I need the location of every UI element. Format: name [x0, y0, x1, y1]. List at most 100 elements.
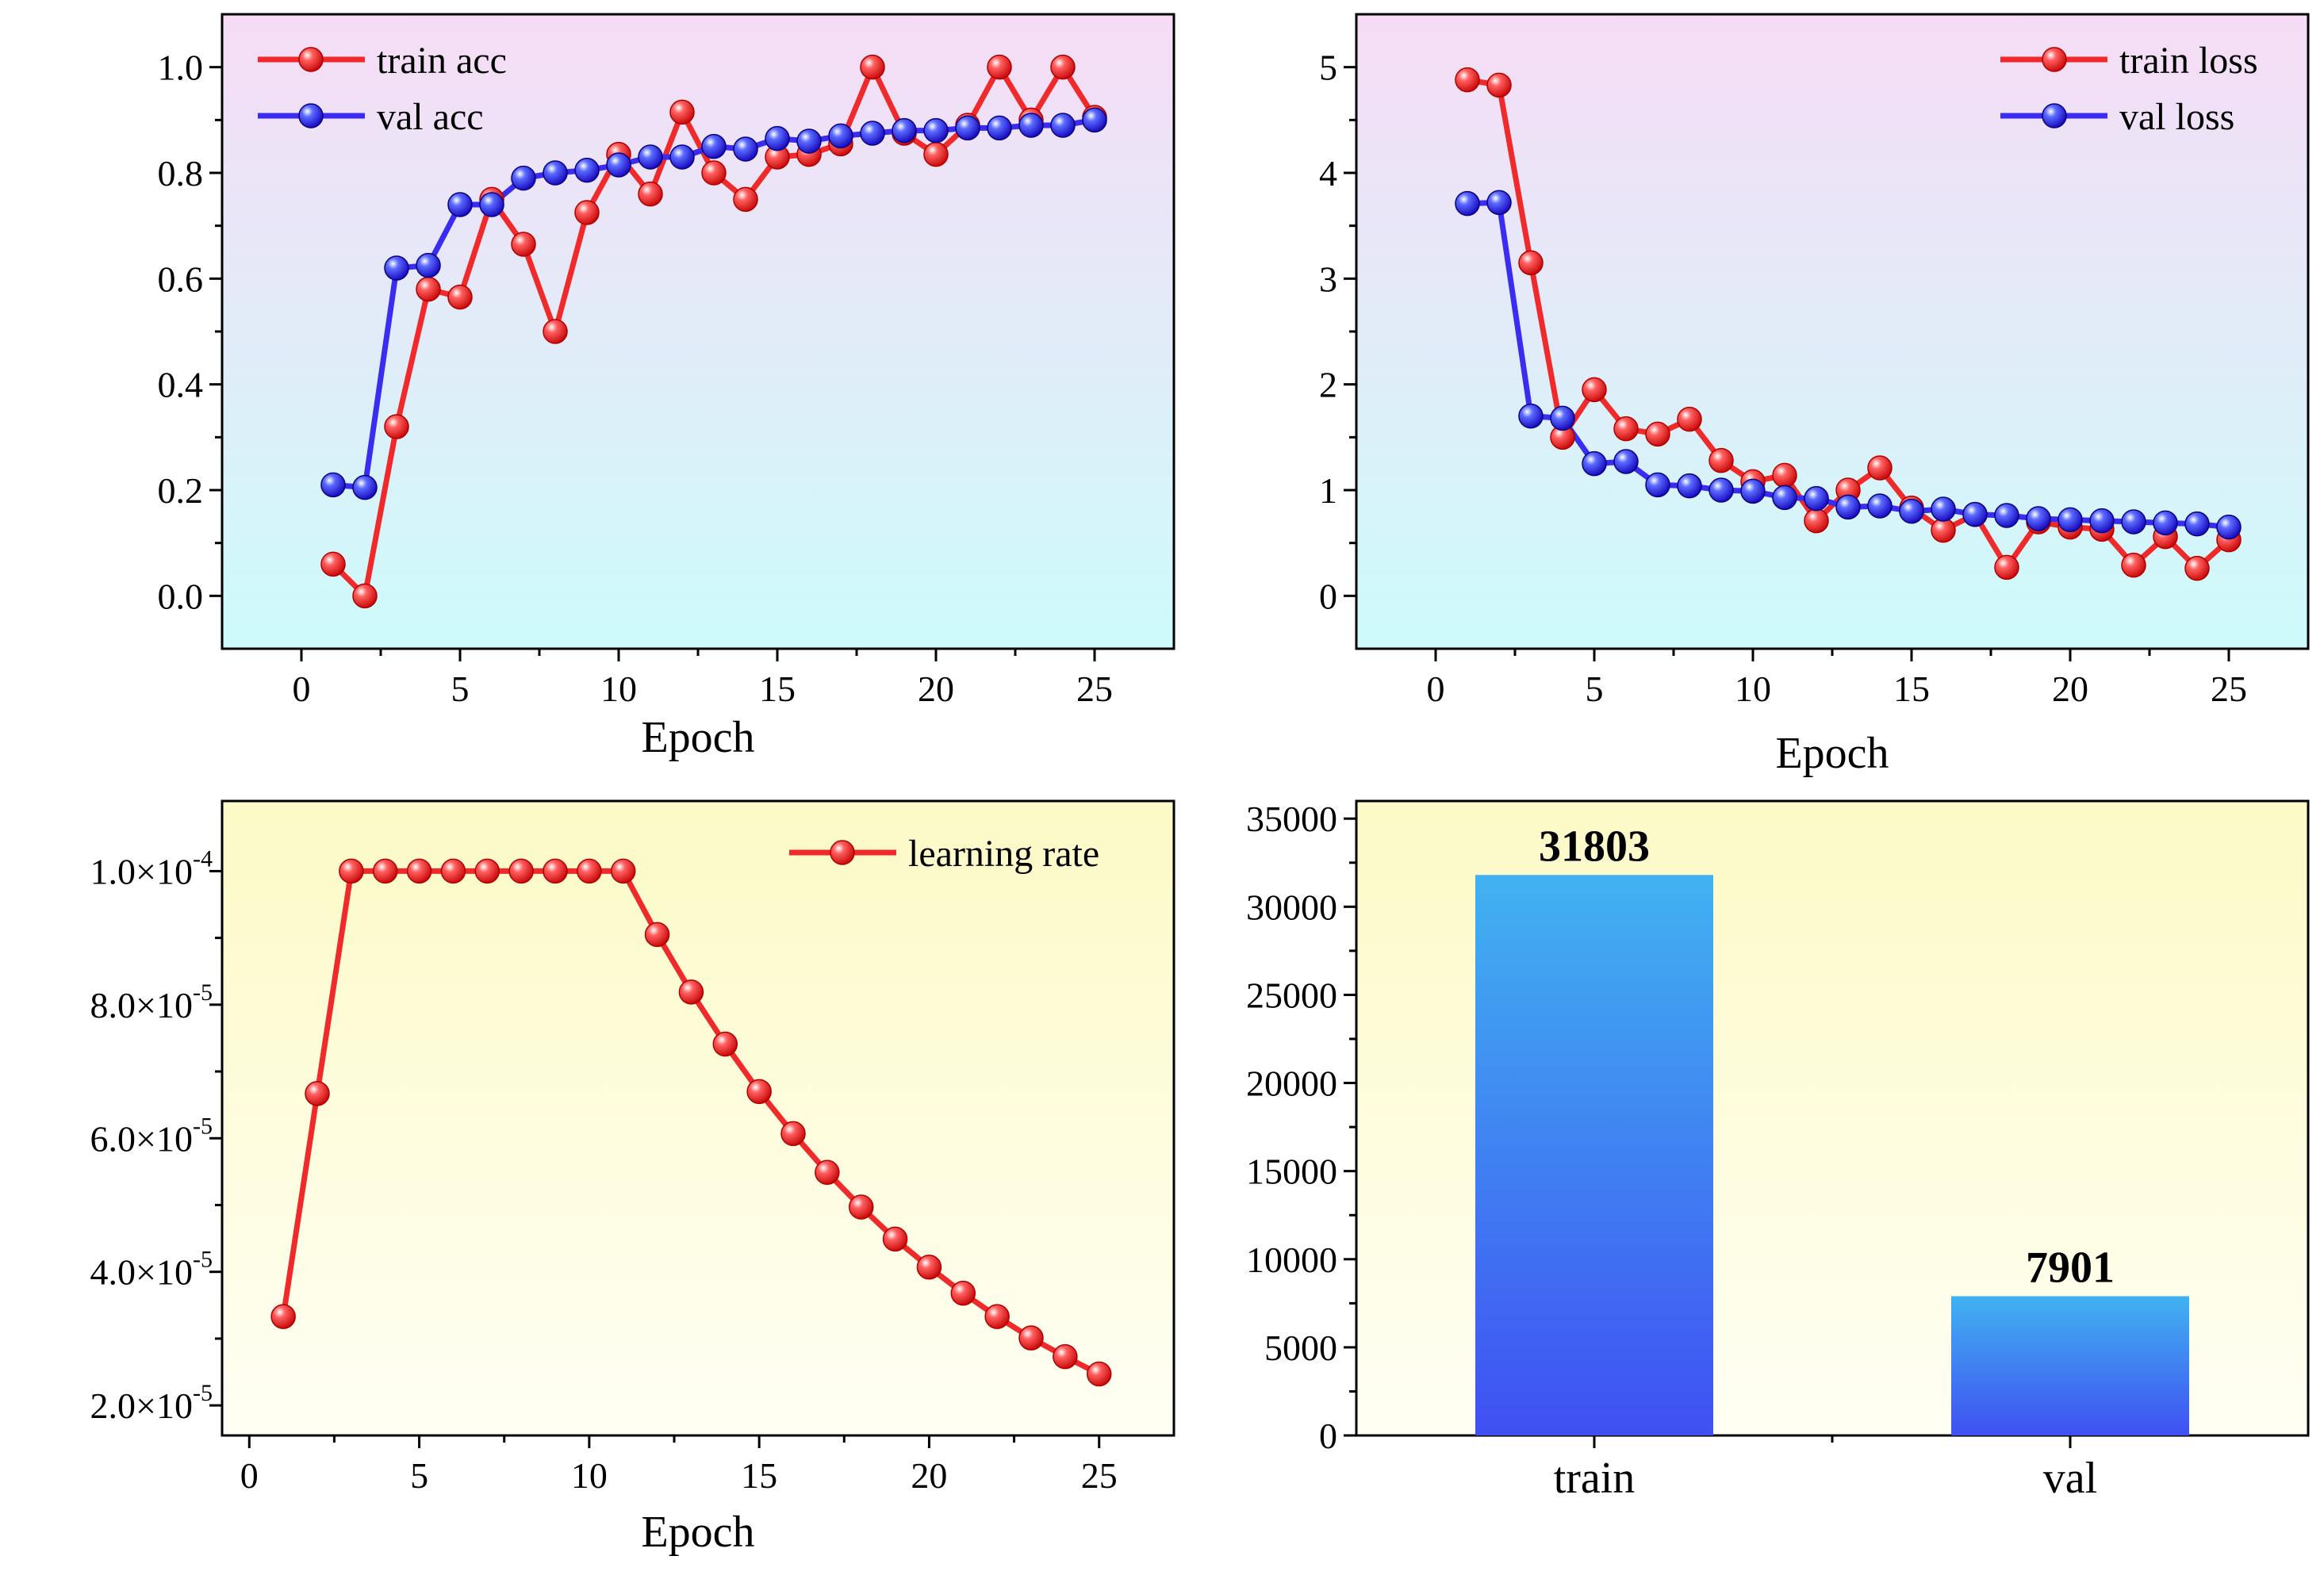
y-tick-label: 20000 — [1246, 1064, 1337, 1104]
loss-series — [1455, 67, 2242, 581]
data-point-learning-rate — [848, 1194, 874, 1220]
data-point-learning-rate — [1086, 1361, 1112, 1387]
x-tick-label: 15 — [741, 1455, 777, 1496]
y-tick-label: 35000 — [1246, 799, 1337, 839]
data-point-val-acc — [955, 115, 980, 141]
data-point-val-acc — [479, 192, 504, 217]
data-point-train-loss — [1994, 554, 2019, 581]
accuracy-chart: 0 5 10 15 20 25 0.0 0.2 0.4 0.6 0.8 1.0 Epoch train… — [158, 13, 1175, 762]
data-point-val-loss — [1677, 473, 1702, 499]
y-tick-label: 1 — [1319, 470, 1337, 511]
data-point-learning-rate — [372, 858, 398, 884]
learning-rate-chart: 0 5 10 15 20 25 2.0×10-5 4.0×10-5 6.0×10-5 8.0×10… — [90, 799, 1175, 1557]
y-tick-label: 5 — [1319, 48, 1337, 88]
data-point-val-acc — [447, 192, 473, 217]
x-tick-label: 5 — [410, 1455, 428, 1496]
y-tick-label: 4 — [1319, 153, 1337, 194]
data-point-val-loss — [1835, 494, 1861, 520]
data-point-learning-rate — [950, 1280, 976, 1306]
x-tick-label: 15 — [1893, 669, 1930, 709]
legend-marker-learning-rate — [830, 840, 855, 865]
data-point-val-acc — [669, 144, 695, 170]
loss-legend: train loss val loss — [2000, 40, 2258, 138]
data-point-learning-rate — [1053, 1343, 1078, 1370]
y-tick-label: 25000 — [1246, 975, 1337, 1015]
data-point-train-acc — [669, 99, 695, 125]
x-tick-label: 10 — [1735, 669, 1771, 709]
data-point-val-acc — [416, 252, 441, 278]
data-point-train-acc — [923, 141, 949, 167]
data-point-train-loss — [1772, 462, 1797, 489]
data-point-learning-rate — [270, 1304, 296, 1329]
x-tick-label: 25 — [1076, 669, 1113, 709]
bar-value-label-val: 7901 — [2026, 1243, 2115, 1292]
y-tick-label: 1.0 — [158, 48, 204, 88]
data-point-learning-rate — [1018, 1325, 1044, 1351]
legend-label-train-loss: train loss — [2119, 40, 2258, 82]
data-point-val-loss — [1613, 449, 1639, 474]
y-tick-label: 0.6 — [158, 259, 204, 299]
data-point-val-acc — [923, 117, 949, 144]
data-point-train-acc — [701, 160, 727, 186]
data-point-train-acc — [416, 276, 441, 302]
data-point-val-acc — [765, 125, 790, 151]
data-point-learning-rate — [815, 1159, 840, 1185]
data-point-val-acc — [828, 123, 853, 149]
accuracy-x-axis-title: Epoch — [641, 713, 754, 762]
y-tick-label: 0 — [1319, 576, 1337, 616]
accuracy-ticks: 0 5 10 15 20 25 0.0 0.2 0.4 0.6 0.8 1.0 — [158, 48, 1114, 709]
data-point-train-loss — [1931, 517, 1956, 543]
data-point-train-loss — [1804, 508, 1829, 534]
data-point-val-acc — [352, 474, 378, 500]
learning-rate-x-axis-title: Epoch — [641, 1508, 754, 1557]
data-point-train-acc — [860, 54, 885, 80]
x-category-label-train: train — [1554, 1454, 1636, 1503]
data-point-val-loss — [2216, 514, 2242, 540]
data-point-train-acc — [733, 186, 758, 213]
x-tick-label: 10 — [600, 669, 637, 709]
loss-chart: 0 5 10 15 20 25 0 1 2 3 4 5 Epoch train loss val lo… — [1319, 13, 2310, 778]
data-point-val-acc — [638, 144, 663, 170]
y-tick-label: 0.0 — [158, 576, 204, 616]
legend-marker-val-acc — [298, 103, 324, 128]
y-tick-label: 4.0×10-5 — [90, 1247, 213, 1293]
y-tick-label: 15000 — [1246, 1152, 1337, 1192]
y-tick-label: 0.2 — [158, 470, 204, 511]
data-point-val-loss — [2026, 506, 2051, 531]
x-tick-label: 0 — [240, 1455, 259, 1496]
data-point-train-acc — [384, 414, 409, 439]
data-point-learning-rate — [984, 1304, 1010, 1329]
data-point-train-loss — [2184, 555, 2210, 581]
legend-marker-train-loss — [2042, 47, 2067, 72]
loss-ticks: 0 5 10 15 20 25 0 1 2 3 4 5 — [1319, 48, 2247, 709]
data-point-val-loss — [1962, 501, 1988, 527]
data-point-val-acc — [384, 255, 409, 281]
x-tick-label: 0 — [293, 669, 311, 709]
data-point-learning-rate — [644, 922, 670, 948]
legend-marker-train-acc — [298, 47, 324, 72]
data-point-val-loss — [1772, 485, 1797, 511]
bar-value-label-train: 31803 — [1539, 822, 1650, 871]
x-tick-label: 20 — [2052, 669, 2088, 709]
dataset-size-ticks: 0 5000 10000 15000 20000 25000 30000 35000 train… — [1246, 799, 2097, 1503]
data-point-train-loss — [1455, 67, 1480, 93]
data-point-val-loss — [1708, 477, 1734, 503]
bar-val — [1951, 1296, 2189, 1435]
legend-label-train-acc: train acc — [377, 40, 507, 82]
data-point-train-acc — [1050, 54, 1076, 80]
data-point-val-loss — [1899, 498, 1924, 524]
dataset-size-chart: 0 5000 10000 15000 20000 25000 30000 35000 train… — [1246, 799, 2310, 1503]
data-point-val-loss — [1645, 472, 1670, 498]
y-tick-label: 6.0×10-5 — [90, 1113, 213, 1159]
data-point-train-acc — [543, 319, 568, 344]
data-point-val-loss — [1740, 478, 1766, 504]
accuracy-series — [320, 54, 1107, 609]
y-tick-label: 3 — [1319, 259, 1337, 299]
data-point-train-loss — [2121, 552, 2146, 578]
data-point-val-acc — [1050, 113, 1076, 138]
y-tick-label: 0 — [1319, 1416, 1337, 1456]
data-point-val-loss — [1550, 405, 1575, 431]
x-tick-label: 25 — [1081, 1455, 1118, 1496]
data-point-learning-rate — [678, 979, 704, 1005]
data-point-val-loss — [2153, 510, 2178, 536]
